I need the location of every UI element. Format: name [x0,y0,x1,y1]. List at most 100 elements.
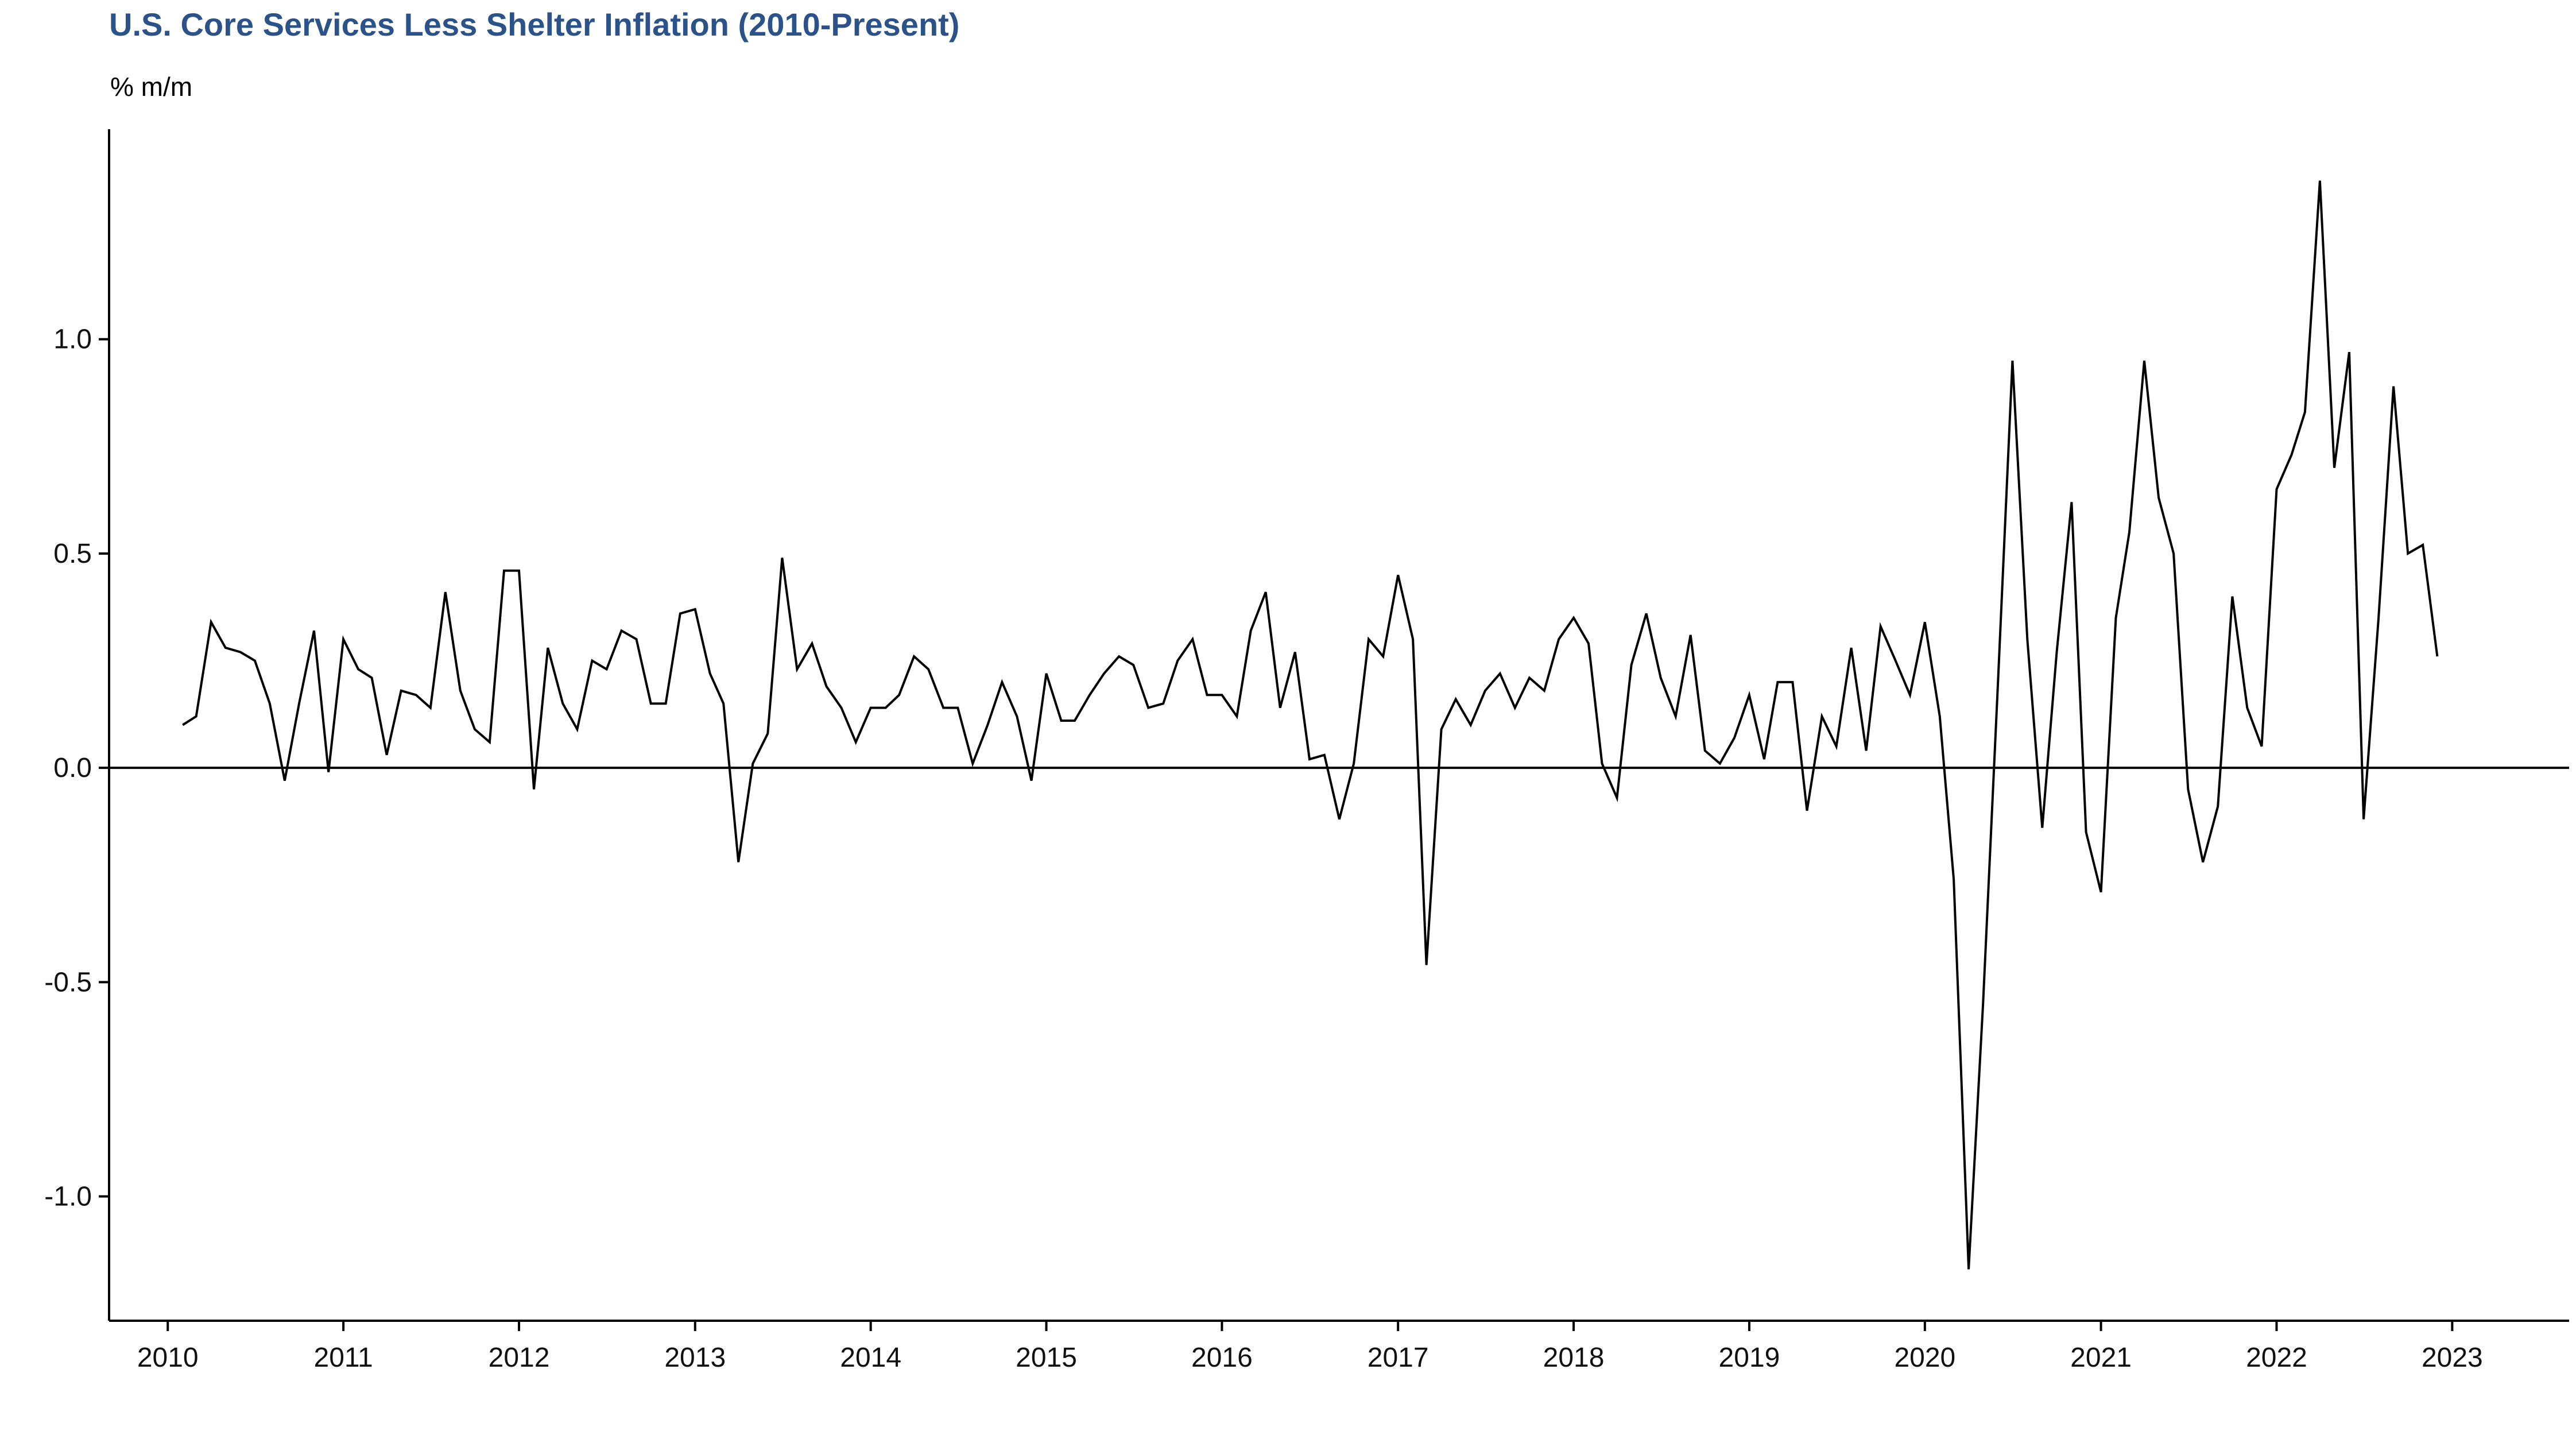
data-point [313,629,315,632]
data-point [371,676,373,679]
x-tick-label: 2012 [489,1343,550,1373]
data-point [1338,818,1341,821]
data-point [766,732,769,734]
data-point [942,707,944,709]
data-point [195,715,197,718]
data-point [1543,690,1545,692]
data-point [503,570,505,572]
y-tick-label: 0.5 [53,539,92,569]
x-tick-label: 2016 [1191,1343,1253,1373]
data-point [2143,359,2145,362]
data-point [1528,676,1531,679]
data-point [1118,655,1120,657]
data-point [2056,651,2058,653]
data-point [2026,638,2028,640]
data-point [400,690,402,692]
data-point [1176,660,1179,662]
y-tick-label: -0.5 [44,967,92,997]
data-point [1279,707,1281,709]
data-point [1382,655,1384,657]
data-point [284,780,286,782]
data-point [1719,763,1721,765]
data-point [1748,694,1750,696]
data-point [650,702,652,705]
data-point [811,643,813,645]
data-point [1601,763,1603,765]
data-point [840,707,843,709]
data-point [1132,664,1134,666]
data-point [518,570,520,572]
data-point [1147,707,1149,709]
data-point [2422,544,2424,546]
data-point [709,672,711,675]
data-point [898,694,900,696]
data-point [1895,660,1897,662]
data-point [1235,715,1238,718]
data-point [576,728,578,730]
data-point [1660,676,1662,679]
data-point [1484,690,1486,692]
data-point [986,724,989,726]
data-point [722,702,725,705]
data-point [1675,715,1677,718]
y-tick-label: 1.0 [53,324,92,355]
data-point [1308,758,1311,760]
data-point [2436,655,2438,657]
data-point [1368,638,1370,640]
data-point [489,741,491,743]
data-point [1206,694,1208,696]
x-tick-label: 2013 [664,1343,726,1373]
data-point [1191,638,1194,640]
data-point [1806,810,1808,812]
data-point [826,685,828,687]
data-point [1850,647,1853,649]
data-point [2070,501,2073,503]
data-point [885,707,887,709]
data-point [2157,497,2160,499]
data-point [2011,359,2013,362]
data-point [591,660,593,662]
data-point [1865,749,1868,752]
data-point [239,651,242,653]
axes: 1.0 0.5 0.0 -0.5 -1.0 2010 2011 2012 2013 2014 201… [44,129,2569,1373]
data-point [1103,672,1105,675]
data-point [621,629,623,632]
data-point [2348,351,2350,353]
data-point [1031,780,1033,782]
data-point [971,763,974,765]
data-point [2377,617,2380,619]
data-point [444,591,447,593]
data-point [1088,694,1091,696]
data-point [2187,788,2189,791]
data-point [1221,694,1223,696]
data-point [1967,1268,1970,1270]
data-point [1353,763,1355,765]
data-point [357,668,359,671]
data-point [1499,672,1501,675]
x-tick-label: 2018 [1543,1343,1605,1373]
data-point [606,668,608,671]
data-point [2319,180,2321,182]
data-point [796,668,798,671]
data-point [1733,737,1736,739]
x-tick-label: 2022 [2246,1343,2307,1373]
data-point [1880,625,1882,628]
y-tick-label: -1.0 [44,1182,92,1212]
data-point [2172,552,2175,555]
data-point [781,556,783,559]
chart-title: U.S. Core Services Less Shelter Inflatio… [109,6,960,42]
series-line [182,180,2439,1270]
data-point [2407,552,2409,555]
data-point [429,707,432,709]
data-point [1514,707,1516,709]
x-tick-label: 2011 [314,1343,373,1373]
data-point [1323,754,1326,756]
data-point [1060,720,1063,722]
x-tick-label: 2017 [1368,1343,1429,1373]
data-point [386,754,388,756]
data-point [2202,861,2204,863]
data-point [1776,681,1779,683]
data-point [2362,818,2365,821]
data-point [547,647,549,649]
